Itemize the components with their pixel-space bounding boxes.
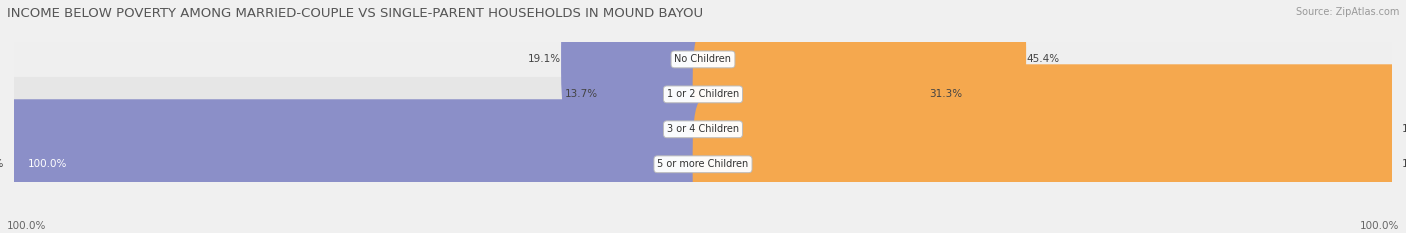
FancyBboxPatch shape (693, 64, 1402, 194)
Legend: Married Couples, Single Parents: Married Couples, Single Parents (599, 231, 807, 233)
FancyBboxPatch shape (693, 0, 1026, 124)
Text: No Children: No Children (675, 55, 731, 64)
Text: 19.1%: 19.1% (529, 55, 561, 64)
Text: 45.4%: 45.4% (1026, 55, 1059, 64)
FancyBboxPatch shape (561, 0, 713, 124)
FancyBboxPatch shape (693, 99, 1402, 229)
FancyBboxPatch shape (14, 42, 1392, 77)
Text: INCOME BELOW POVERTY AMONG MARRIED-COUPLE VS SINGLE-PARENT HOUSEHOLDS IN MOUND B: INCOME BELOW POVERTY AMONG MARRIED-COUPL… (7, 7, 703, 20)
Text: 3 or 4 Children: 3 or 4 Children (666, 124, 740, 134)
Text: 5 or more Children: 5 or more Children (658, 159, 748, 169)
FancyBboxPatch shape (4, 99, 713, 229)
FancyBboxPatch shape (686, 99, 706, 159)
Text: 100.0%: 100.0% (1402, 124, 1406, 134)
Text: 1 or 2 Children: 1 or 2 Children (666, 89, 740, 99)
Text: 100.0%: 100.0% (7, 221, 46, 231)
FancyBboxPatch shape (693, 29, 929, 159)
Text: 0.0%: 0.0% (666, 124, 693, 134)
FancyBboxPatch shape (599, 29, 713, 159)
Text: 100.0%: 100.0% (1402, 159, 1406, 169)
Text: Source: ZipAtlas.com: Source: ZipAtlas.com (1295, 7, 1399, 17)
Text: 100.0%: 100.0% (0, 159, 4, 169)
Text: 100.0%: 100.0% (1360, 221, 1399, 231)
FancyBboxPatch shape (14, 77, 1392, 112)
FancyBboxPatch shape (14, 112, 1392, 147)
Text: 13.7%: 13.7% (565, 89, 599, 99)
Text: 31.3%: 31.3% (929, 89, 962, 99)
FancyBboxPatch shape (14, 147, 1392, 182)
Text: 100.0%: 100.0% (28, 159, 67, 169)
